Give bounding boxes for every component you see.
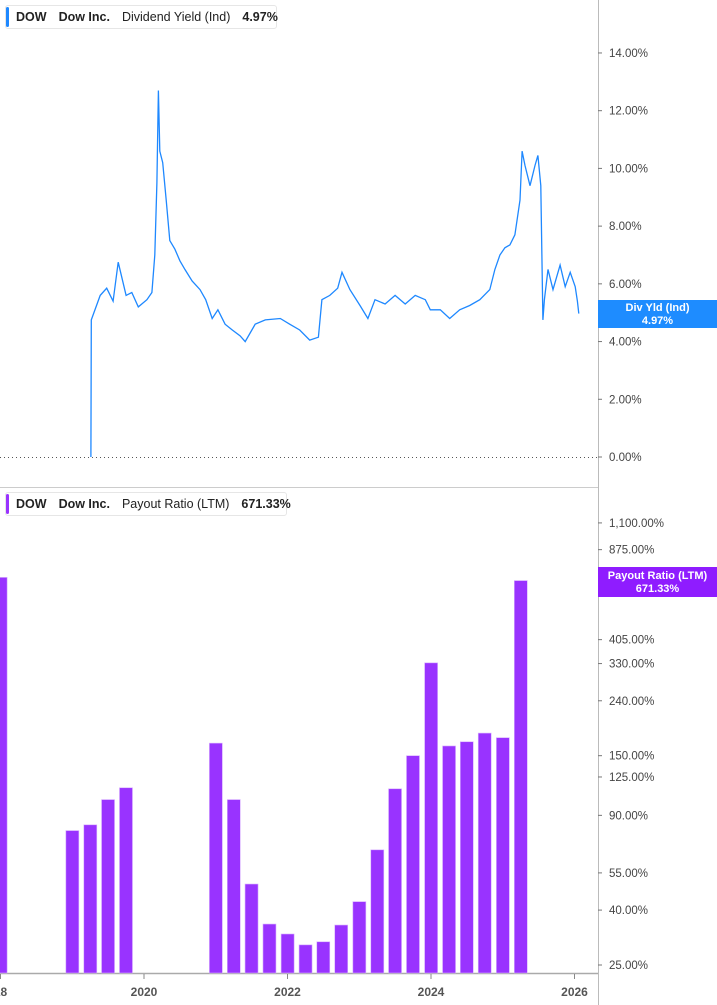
y-tick-label: 12.00% xyxy=(609,106,648,118)
payout-bar xyxy=(227,799,241,974)
payout-bar xyxy=(209,742,223,974)
payout-ratio-badge: Payout Ratio (LTM) 671.33% xyxy=(598,567,717,597)
y-tick-label: 875.00% xyxy=(609,545,654,557)
y-tick-label: 10.00% xyxy=(609,163,648,175)
legend-value: 671.33% xyxy=(241,497,291,511)
x-tick-label: 2022 xyxy=(274,985,301,999)
payout-bar xyxy=(352,901,367,974)
badge-label: Div Yld (Ind) xyxy=(625,302,690,314)
badge-value: 4.97% xyxy=(641,315,674,327)
y-tick-label: 25.00% xyxy=(609,960,648,972)
badge-value: 671.33% xyxy=(635,583,680,595)
payout-bar xyxy=(0,577,8,974)
payout-bar xyxy=(370,849,385,974)
payout-bar xyxy=(388,788,402,974)
y-tick-label: 0.00% xyxy=(609,452,642,464)
payout-bar xyxy=(459,741,474,974)
payout-bar xyxy=(119,787,133,974)
legend-value: 4.97% xyxy=(242,10,278,24)
bottom-legend-color xyxy=(6,494,9,514)
y-tick-label: 405.00% xyxy=(609,635,654,647)
legend-metric: Payout Ratio (LTM) xyxy=(121,497,230,511)
payout-bar xyxy=(514,580,528,974)
legend-metric: Dividend Yield (Ind) xyxy=(121,10,231,24)
x-tick-label: 2020 xyxy=(131,985,158,999)
y-tick-label: 6.00% xyxy=(609,279,642,291)
payout-bar xyxy=(83,824,98,974)
y-tick-label: 125.00% xyxy=(609,772,654,784)
top-legend: DOW Dow Inc. Dividend Yield (Ind) 4.97% xyxy=(5,5,278,29)
payout-bar xyxy=(316,941,331,974)
payout-bar xyxy=(280,933,295,974)
y-tick-label: 330.00% xyxy=(609,659,654,671)
payout-bar xyxy=(442,745,456,974)
badge-label: Payout Ratio (LTM) xyxy=(607,570,708,582)
legend-ticker: DOW xyxy=(16,10,47,24)
payout-bar xyxy=(334,924,349,974)
legend-ticker: DOW xyxy=(16,497,47,511)
bottom-legend: DOW Dow Inc. Payout Ratio (LTM) 671.33% xyxy=(5,492,291,516)
dividend-yield-line xyxy=(90,90,580,458)
y-tick-label: 14.00% xyxy=(609,48,648,60)
y-tick-label: 90.00% xyxy=(609,810,648,822)
y-tick-label: 240.00% xyxy=(609,696,654,708)
payout-bar xyxy=(496,737,510,974)
payout-bar xyxy=(424,662,438,974)
legend-company: Dow Inc. xyxy=(58,10,110,24)
y-tick-label: 40.00% xyxy=(609,905,648,917)
y-tick-label: 2.00% xyxy=(609,394,642,406)
payout-bar xyxy=(406,755,420,974)
y-tick-label: 150.00% xyxy=(609,751,654,763)
legend-company: Dow Inc. xyxy=(58,497,110,511)
payout-bar xyxy=(65,830,80,974)
payout-bar xyxy=(262,923,277,974)
y-tick-label: 4.00% xyxy=(609,337,642,349)
payout-bar xyxy=(244,883,259,974)
dividend-yield-badge: Div Yld (Ind) 4.97% xyxy=(598,300,717,328)
x-tick-label: 2024 xyxy=(418,985,445,999)
y-tick-label: 55.00% xyxy=(609,868,648,880)
x-tick-label: 2026 xyxy=(561,985,588,999)
payout-bar xyxy=(477,732,492,974)
top-legend-color xyxy=(6,7,9,27)
payout-bar xyxy=(101,799,115,974)
x-tick-label: 18 xyxy=(0,985,7,999)
y-tick-label: 1,100.00% xyxy=(609,518,664,530)
payout-bar xyxy=(298,944,313,974)
y-tick-label: 8.00% xyxy=(609,221,642,233)
